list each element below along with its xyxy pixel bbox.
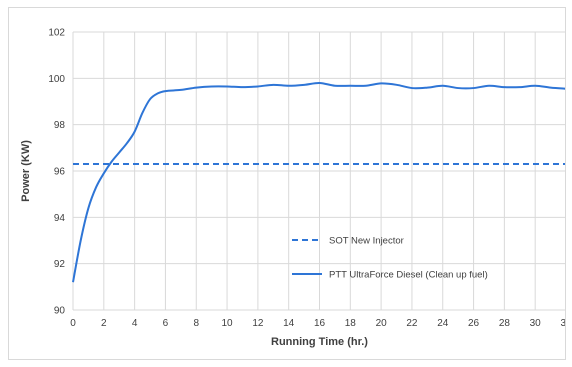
legend: SOT New Injector PTT UltraForce Diesel (… xyxy=(292,236,488,281)
y-tick-label: 102 xyxy=(48,28,65,39)
y-axis-title: Power (KW) xyxy=(20,140,32,202)
x-tick-label: 32 xyxy=(560,318,565,329)
y-tick-label: 92 xyxy=(54,259,66,270)
x-axis-title: Running Time (hr.) xyxy=(271,336,368,348)
legend-label-ptt-ultraforce-diesel: PTT UltraForce Diesel (Clean up fuel) xyxy=(329,270,488,281)
x-tick-label: 22 xyxy=(406,318,418,329)
chart-frame: 90 92 94 96 98 100 102 0 2 4 6 8 10 12 14 16 18 20 22 24 26 2… xyxy=(8,7,566,360)
y-tick-label: 94 xyxy=(54,213,66,224)
x-tick-label: 8 xyxy=(193,318,199,329)
y-tick-label: 98 xyxy=(54,120,66,131)
gridlines xyxy=(72,31,565,311)
x-tick-label: 18 xyxy=(345,318,357,329)
x-tick-label: 12 xyxy=(252,318,264,329)
x-tick-label: 16 xyxy=(314,318,326,329)
x-tick-label: 30 xyxy=(530,318,542,329)
x-tick-label: 6 xyxy=(163,318,169,329)
x-tick-label: 0 xyxy=(70,318,76,329)
y-tick-label: 100 xyxy=(48,74,65,85)
x-tick-label: 28 xyxy=(499,318,511,329)
x-tick-label: 10 xyxy=(222,318,234,329)
x-tick-label: 4 xyxy=(132,318,138,329)
y-tick-label: 90 xyxy=(54,306,66,317)
x-tick-label: 2 xyxy=(101,318,107,329)
series-lines xyxy=(72,81,565,283)
x-tick-label: 24 xyxy=(437,318,449,329)
y-tick-label: 96 xyxy=(54,167,66,178)
legend-label-sot-new-injector: SOT New Injector xyxy=(329,236,404,247)
series-line-ptt-ultraforce-diesel xyxy=(72,81,565,283)
x-tick-label: 20 xyxy=(376,318,388,329)
x-tick-label: 26 xyxy=(468,318,480,329)
x-tick-label: 14 xyxy=(283,318,295,329)
